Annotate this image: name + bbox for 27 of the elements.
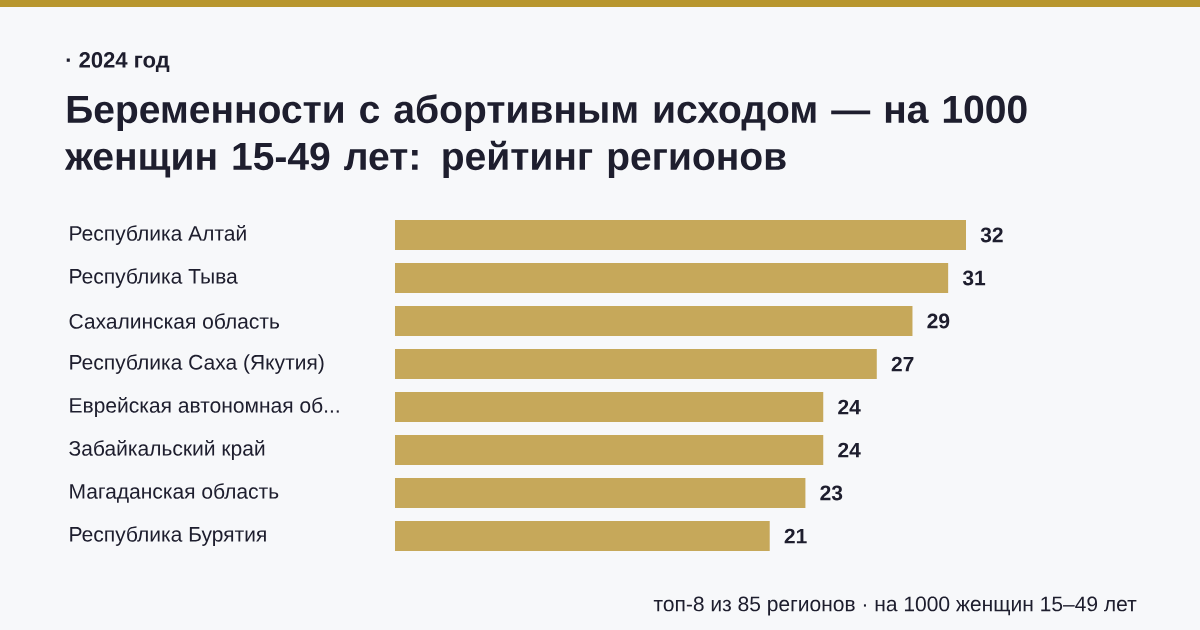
bar (395, 435, 824, 466)
chart-title: Беременности с абортивным исходом — на 1000 женщин 15-49 лет: рейтинг регионов (64, 94, 1027, 178)
data-label: 27 (891, 356, 914, 372)
bar (395, 306, 913, 337)
bar (395, 220, 966, 251)
y-tick-label: Республика Тыва (70, 268, 238, 288)
y-tick-label: Еврейская автономная об... (70, 397, 339, 417)
data-label: 23 (820, 485, 843, 501)
text: топ-8 из 85 регионов · на 1000 женщин 15–49 лет (653, 596, 1137, 616)
bar (395, 392, 824, 423)
data-label: 21 (784, 528, 807, 544)
data-label: 24 (838, 442, 861, 458)
y-tick-label: Сахалинская область (69, 313, 280, 329)
bar (395, 263, 949, 294)
y-tick-label: Магаданская область (70, 483, 279, 503)
bar (395, 349, 877, 380)
y-tick-label: Забайкальский край (69, 440, 265, 460)
y-tick-label: Республика Саха (Якутия) (70, 354, 324, 374)
text: · 2024 год (66, 52, 170, 72)
bar (395, 478, 806, 509)
data-label: 24 (838, 399, 861, 415)
data-label: 31 (962, 270, 986, 286)
bar (395, 521, 770, 551)
y-tick-label: Республика Бурятия (70, 526, 266, 546)
data-label: 32 (980, 227, 1003, 243)
y-tick-label: Республика Алтай (70, 225, 246, 245)
data-label: 29 (927, 313, 950, 329)
